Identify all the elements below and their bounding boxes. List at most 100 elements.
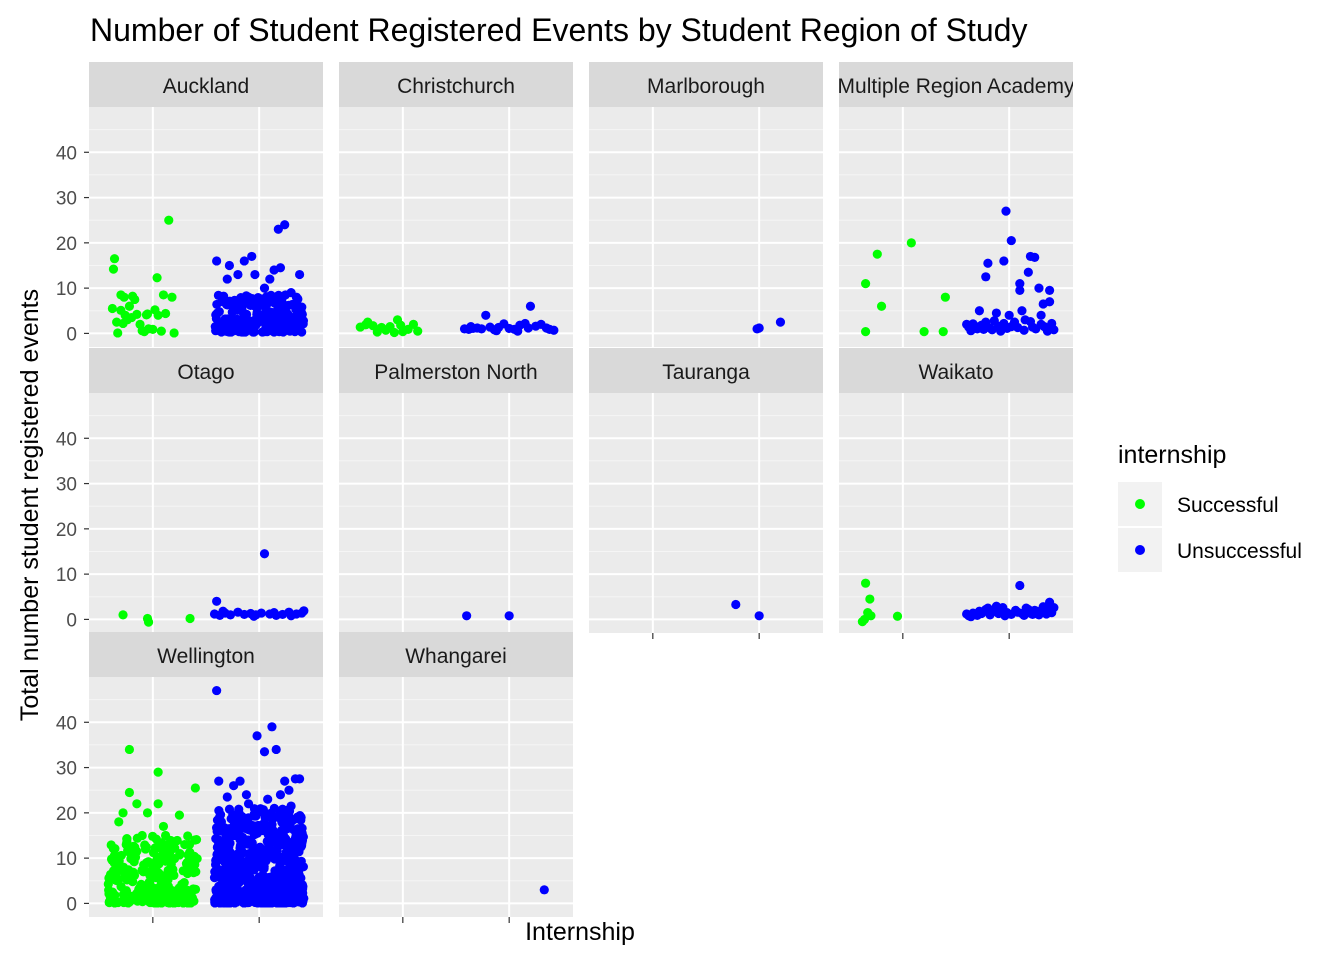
point-unsuccessful — [229, 295, 240, 305]
point-unsuccessful — [754, 611, 764, 621]
point-unsuccessful — [549, 325, 559, 335]
point-unsuccessful — [466, 322, 476, 332]
point-unsuccessful — [1023, 267, 1033, 277]
point-unsuccessful — [272, 838, 282, 848]
point-successful — [906, 238, 916, 248]
point-successful — [122, 837, 132, 847]
point-unsuccessful — [295, 315, 305, 325]
point-unsuccessful — [249, 611, 259, 621]
facet-strip — [589, 348, 823, 393]
point-successful — [109, 254, 120, 264]
point-unsuccessful — [241, 790, 252, 800]
point-unsuccessful — [247, 251, 257, 262]
facet-panels: Auckland 0 10 20 30 40 Christchurch Marlborough… — [56, 62, 1075, 923]
point-unsuccessful — [250, 269, 260, 280]
y-tick-label: 20 — [56, 520, 77, 541]
y-tick-label: 20 — [56, 234, 77, 255]
point-unsuccessful — [218, 823, 228, 833]
point-successful — [156, 841, 166, 851]
point-successful — [110, 844, 120, 854]
point-unsuccessful — [270, 854, 280, 864]
point-unsuccessful — [244, 897, 254, 908]
point-successful — [167, 837, 177, 847]
point-successful — [857, 617, 868, 627]
point-unsuccessful — [491, 326, 502, 336]
point-successful — [872, 249, 882, 259]
point-unsuccessful — [253, 317, 263, 328]
y-tick-label: 30 — [56, 759, 77, 780]
y-tick-label: 0 — [66, 324, 77, 345]
point-successful — [149, 883, 160, 894]
point-unsuccessful — [279, 872, 289, 882]
facet-strip-label: Multiple Region Academy — [838, 75, 1075, 98]
legend-title: internship — [1118, 441, 1226, 469]
point-unsuccessful — [1017, 306, 1027, 316]
point-successful — [156, 873, 166, 883]
point-unsuccessful — [269, 878, 279, 888]
point-successful — [185, 613, 195, 624]
point-unsuccessful — [276, 825, 287, 836]
point-successful — [167, 292, 177, 302]
point-unsuccessful — [212, 299, 222, 310]
point-unsuccessful — [286, 859, 297, 870]
point-unsuccessful — [214, 776, 224, 786]
point-unsuccessful — [248, 889, 258, 899]
point-successful — [118, 808, 128, 818]
points — [752, 317, 786, 334]
point-unsuccessful — [291, 292, 302, 302]
point-unsuccessful — [234, 327, 244, 337]
y-tick-label: 0 — [66, 610, 77, 631]
point-successful — [866, 611, 876, 621]
point-unsuccessful — [263, 794, 273, 804]
point-successful — [108, 264, 119, 274]
y-tick-label: 20 — [56, 804, 77, 825]
points — [103, 685, 309, 908]
point-unsuccessful — [280, 839, 290, 850]
point-unsuccessful — [242, 877, 253, 887]
point-unsuccessful — [294, 829, 305, 840]
point-unsuccessful — [987, 325, 997, 335]
point-successful — [398, 327, 408, 337]
point-unsuccessful — [525, 301, 536, 311]
point-unsuccessful — [212, 842, 223, 852]
point-unsuccessful — [981, 272, 991, 282]
point-unsuccessful — [233, 878, 243, 889]
point-unsuccessful — [295, 269, 305, 280]
point-unsuccessful — [539, 885, 549, 895]
facet-whangarei: Whangarei — [339, 632, 573, 923]
point-unsuccessful — [276, 326, 286, 336]
point-unsuccessful — [212, 256, 222, 266]
point-successful — [104, 873, 114, 883]
point-unsuccessful — [974, 306, 985, 316]
point-unsuccessful — [222, 853, 232, 863]
point-unsuccessful — [281, 814, 291, 824]
panel-background — [339, 393, 573, 633]
point-successful — [170, 890, 180, 900]
point-successful — [140, 840, 150, 850]
point-successful — [148, 324, 158, 334]
point-successful — [158, 821, 169, 832]
facet-wellington: Wellington 0 10 20 30 40 — [56, 632, 323, 923]
point-unsuccessful — [1032, 606, 1042, 616]
point-unsuccessful — [280, 220, 290, 230]
point-successful — [865, 594, 875, 604]
point-unsuccessful — [230, 897, 240, 907]
point-unsuccessful — [462, 611, 472, 621]
point-unsuccessful — [1015, 285, 1025, 295]
point-unsuccessful — [1036, 319, 1046, 329]
point-unsuccessful — [1036, 310, 1046, 320]
facet-strip-label: Tauranga — [662, 361, 750, 384]
panel-background — [589, 107, 823, 347]
point-successful — [144, 877, 154, 887]
panel-background — [89, 393, 323, 633]
point-successful — [121, 886, 131, 896]
point-successful — [163, 875, 173, 885]
point-unsuccessful — [251, 811, 261, 821]
point-successful — [160, 882, 170, 892]
point-unsuccessful — [269, 265, 279, 275]
facet-waikato: Waikato — [839, 348, 1073, 639]
point-unsuccessful — [295, 810, 305, 821]
point-unsuccessful — [991, 308, 1002, 318]
facet-strip — [339, 62, 573, 107]
point-unsuccessful — [1015, 279, 1025, 289]
